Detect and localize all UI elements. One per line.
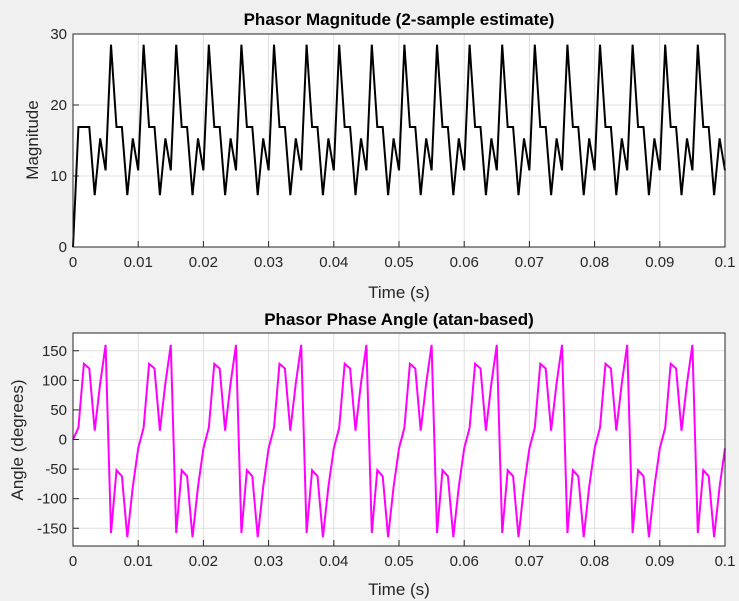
phase-x-tick-label: 0.05 [384, 553, 413, 570]
magnitude-x-tick-label: 0.04 [319, 254, 348, 271]
phase-y-tick-label: -100 [37, 491, 67, 508]
phase-chart-title: Phasor Phase Angle (atan-based) [264, 310, 534, 329]
phase-x-tick-label: 0.01 [124, 553, 153, 570]
phase-series-line [72, 344, 726, 538]
phase-y-tick-label: 150 [42, 343, 67, 360]
phase-series [72, 344, 726, 538]
phase-x-tick-label: 0.08 [580, 553, 609, 570]
magnitude-x-axis-label: Time (s) [368, 283, 430, 302]
magnitude-x-tick-label: 0.09 [645, 254, 674, 271]
magnitude-x-tick-label: 0.06 [450, 254, 479, 271]
magnitude-x-tick-label: 0.01 [124, 254, 153, 271]
phase-axes: Phasor Phase Angle (atan-based) 0 0.01 0.0… [8, 310, 735, 599]
phase-x-tick-label: 0.09 [645, 553, 674, 570]
magnitude-y-ticks: 0 10 20 30 [50, 26, 79, 256]
magnitude-series-line [72, 44, 726, 248]
phase-x-tick-label: 0.03 [254, 553, 283, 570]
magnitude-y-tick-label: 0 [59, 239, 67, 256]
phase-x-tick-label: 0.04 [319, 553, 348, 570]
magnitude-x-tick-label: 0.08 [580, 254, 609, 271]
magnitude-x-tick-label: 0.1 [715, 254, 736, 271]
phase-x-axis-label: Time (s) [368, 580, 430, 599]
phase-x-tick-label: 0.02 [189, 553, 218, 570]
magnitude-x-tick-label: 0.05 [384, 254, 413, 271]
magnitude-x-tick-label: 0.02 [189, 254, 218, 271]
phase-x-tick-label: 0.1 [715, 553, 736, 570]
phase-x-ticks: 0 0.01 0.02 0.03 0.04 0.05 0.06 0.07 0.08 0.09 0.1 [69, 540, 736, 570]
phase-y-tick-label: 50 [50, 402, 67, 419]
magnitude-x-tick-label: 0.07 [515, 254, 544, 271]
magnitude-series [72, 44, 726, 248]
phase-y-axis-label: Angle (degrees) [8, 380, 27, 501]
magnitude-y-tick-label: 10 [50, 168, 67, 185]
phase-x-tick-label: 0.07 [515, 553, 544, 570]
magnitude-chart-title: Phasor Magnitude (2-sample estimate) [244, 10, 555, 29]
phase-x-tick-label: 0 [69, 553, 77, 570]
magnitude-x-tick-label: 0.03 [254, 254, 283, 271]
phase-y-ticks: 150 100 50 0 -50 -100 -150 [37, 343, 79, 537]
phase-y-tick-label: -50 [45, 461, 67, 478]
magnitude-x-ticks: 0 0.01 0.02 0.03 0.04 0.05 0.06 0.07 0.08 0.09 0.1 [69, 241, 736, 271]
magnitude-axes: Phasor Magnitude (2-sample estimate) 0 0.… [23, 10, 735, 302]
magnitude-y-tick-label: 30 [50, 26, 67, 43]
phase-x-tick-label: 0.06 [450, 553, 479, 570]
phase-y-tick-label: 100 [42, 372, 67, 389]
phase-y-tick-label: 0 [59, 432, 67, 449]
magnitude-x-tick-label: 0 [69, 254, 77, 271]
magnitude-y-axis-label: Magnitude [23, 100, 42, 179]
magnitude-y-tick-label: 20 [50, 97, 67, 114]
phase-y-tick-label: -150 [37, 520, 67, 537]
phase-grid [72, 333, 726, 546]
